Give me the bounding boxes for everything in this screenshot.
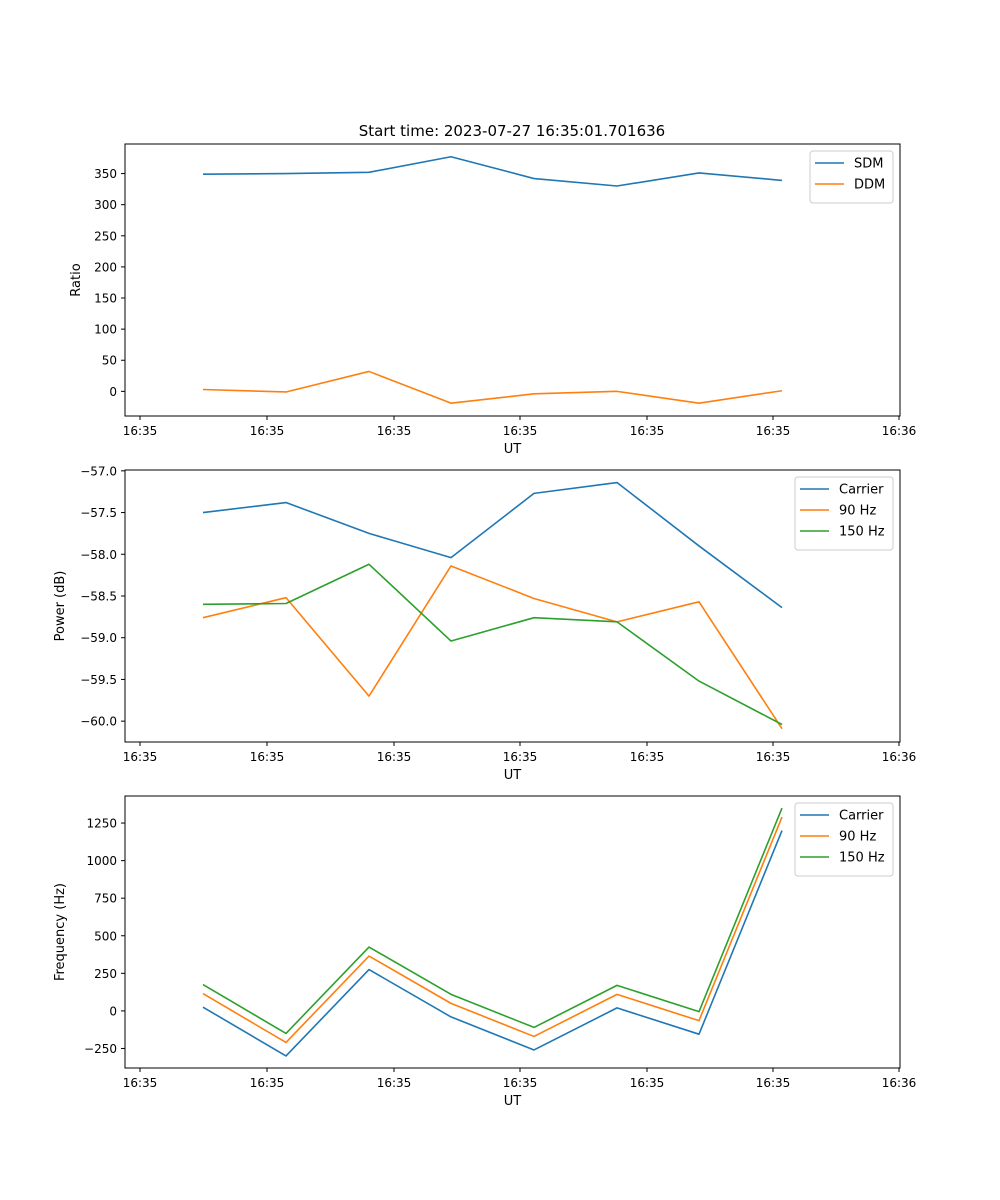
x-tick-label: 16:35 xyxy=(377,424,412,438)
x-tick-label: 16:35 xyxy=(503,750,538,764)
x-tick-label: 16:35 xyxy=(630,424,665,438)
x-tick-label: 16:35 xyxy=(503,424,538,438)
legend-label: 150 Hz xyxy=(839,525,885,540)
legend-label: SDM xyxy=(854,157,883,172)
axes-frame xyxy=(124,795,901,1069)
series-line-sdm xyxy=(202,155,783,187)
y-tick-label: −57.0 xyxy=(80,464,117,478)
x-tick-label: 16:35 xyxy=(123,750,158,764)
legend-label: Carrier xyxy=(839,483,884,498)
y-tick-label: −59.0 xyxy=(80,631,117,645)
y-tick-label: −250 xyxy=(84,1042,117,1056)
x-tick-label: 16:35 xyxy=(123,1076,158,1090)
y-axis-label: Frequency (Hz) xyxy=(53,883,68,981)
panels: 0 50 100 150 200 250 300 350 16:35 16:35 16:35 16:3… xyxy=(53,143,917,1109)
y-tick-label: 1250 xyxy=(86,817,117,831)
legend-box xyxy=(809,150,894,204)
legend-label: 90 Hz xyxy=(839,504,876,519)
x-tick-label: 16:35 xyxy=(123,424,158,438)
y-tick-label: 1000 xyxy=(86,854,117,868)
y-tick-label: 350 xyxy=(94,167,117,181)
y-tick-label: −59.5 xyxy=(80,673,117,687)
x-tick-label: 16:36 xyxy=(882,1076,917,1090)
y-tick-label: 500 xyxy=(94,929,117,943)
y-tick-label: −57.5 xyxy=(80,506,117,520)
x-tick-label: 16:35 xyxy=(377,1076,412,1090)
y-tick-label: 300 xyxy=(94,198,117,212)
y-tick-label: 0 xyxy=(109,385,117,399)
y-tick-label: 50 xyxy=(102,354,117,368)
y-axis-label: Ratio xyxy=(69,263,84,296)
legend: SDM DDM xyxy=(809,150,894,204)
x-tick-label: 16:35 xyxy=(756,1076,791,1090)
figure-title: Start time: 2023-07-27 16:35:01.701636 xyxy=(359,122,665,140)
chart-panel-1: 0 50 100 150 200 250 300 350 16:35 16:35 16:35 16:3… xyxy=(69,143,917,457)
x-tick-label: 16:35 xyxy=(756,750,791,764)
chart-panel-3: −250 0 250 500 750 1000 1250 16:35 16:35 16:35 16:… xyxy=(53,795,917,1109)
y-tick-label: 200 xyxy=(94,260,117,274)
y-tick-label: 100 xyxy=(94,323,117,337)
series-line-150-hz xyxy=(202,807,783,1035)
x-tick-label: 16:35 xyxy=(250,1076,285,1090)
y-tick-label: 150 xyxy=(94,292,117,306)
x-tick-label: 16:35 xyxy=(503,1076,538,1090)
y-tick-label: −60.0 xyxy=(80,715,117,729)
series-line-90-hz xyxy=(202,565,783,730)
y-axis-label: Power (dB) xyxy=(53,571,68,642)
y-tick-label: −58.5 xyxy=(80,589,117,603)
y-tick-label: 0 xyxy=(109,1004,117,1018)
x-tick-label: 16:35 xyxy=(250,424,285,438)
x-axis-label: UT xyxy=(504,442,522,457)
series-line-150-hz xyxy=(202,563,783,726)
y-tick-label: 750 xyxy=(94,892,117,906)
y-tick-label: 250 xyxy=(94,967,117,981)
legend-label: 150 Hz xyxy=(839,851,885,866)
series-line-90-hz xyxy=(202,816,783,1044)
legend-label: 90 Hz xyxy=(839,830,876,845)
x-tick-label: 16:36 xyxy=(882,750,917,764)
series-line-carrier xyxy=(202,830,783,1057)
x-tick-label: 16:35 xyxy=(630,1076,665,1090)
legend: Carrier 90 Hz 150 Hz xyxy=(794,476,894,551)
x-tick-label: 16:35 xyxy=(630,750,665,764)
x-axis-label: UT xyxy=(504,1094,522,1109)
legend: Carrier 90 Hz 150 Hz xyxy=(794,802,894,877)
series-line-carrier xyxy=(202,481,783,609)
legend-label: Carrier xyxy=(839,809,884,824)
axes-frame xyxy=(124,469,901,743)
legend-label: DDM xyxy=(854,178,885,193)
x-tick-label: 16:36 xyxy=(882,424,917,438)
series-line-ddm xyxy=(202,370,783,404)
x-tick-label: 16:35 xyxy=(377,750,412,764)
y-tick-label: 250 xyxy=(94,229,117,243)
x-tick-label: 16:35 xyxy=(250,750,285,764)
y-tick-label: −58.0 xyxy=(80,548,117,562)
axes-frame xyxy=(124,143,901,417)
x-axis-label: UT xyxy=(504,768,522,783)
x-tick-label: 16:35 xyxy=(756,424,791,438)
chart-panel-2: −60.0 −59.5 −59.0 −58.5 −58.0 −57.5 −57.0 16:35… xyxy=(53,464,916,783)
